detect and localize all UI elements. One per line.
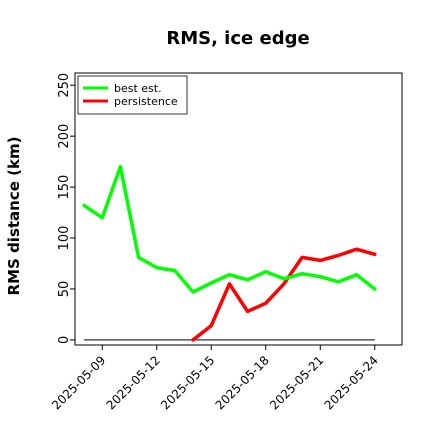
- y-tick-label: 0: [57, 336, 72, 344]
- legend-label-best-est: best est.: [114, 82, 162, 95]
- series-line-best-est: [82, 164, 377, 294]
- legend-label-persistence: persistence: [114, 95, 178, 108]
- x-tick-label: 2025-05-15: [158, 353, 217, 412]
- y-tick-label: 100: [57, 226, 72, 251]
- series-line-persistence: [191, 247, 377, 342]
- y-tick-label: 200: [57, 124, 72, 149]
- x-tick-label: 2025-05-09: [49, 353, 108, 412]
- y-axis-label: RMS distance (km): [5, 137, 23, 296]
- x-tick-label: 2025-05-18: [213, 353, 272, 412]
- y-tick-label: 50: [57, 281, 72, 298]
- chart-title: RMS, ice edge: [166, 28, 309, 49]
- y-tick-label: 250: [57, 73, 72, 98]
- plot-frame: [74, 72, 403, 346]
- y-tick-label: 150: [57, 175, 72, 200]
- x-tick-label: 2025-05-12: [104, 353, 163, 412]
- legend: best est. persistence: [77, 75, 188, 115]
- legend-box: [77, 75, 188, 115]
- x-tick-label: 2025-05-24: [322, 353, 381, 412]
- x-tick-label: 2025-05-21: [267, 353, 326, 412]
